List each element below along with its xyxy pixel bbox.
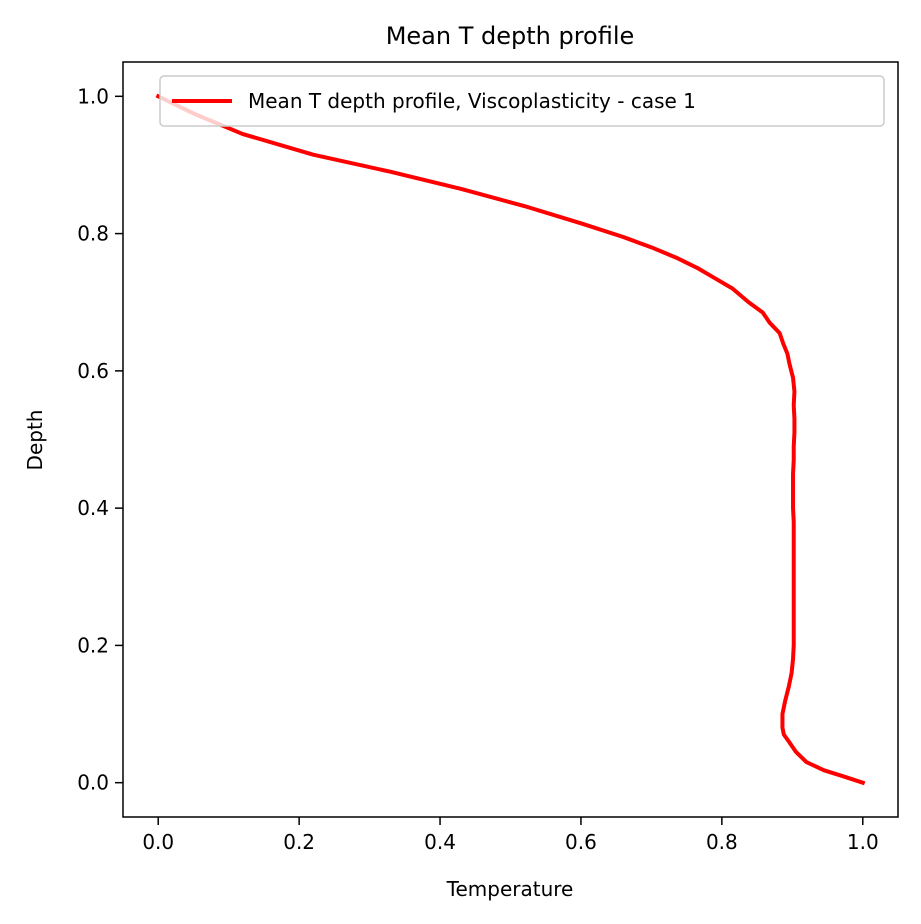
x-tick-label: 1.0 (847, 830, 879, 854)
y-axis-title: Depth (23, 410, 47, 471)
y-axis: 0.0 0.2 0.4 0.6 0.8 1.0 (77, 84, 123, 795)
y-tick-label: 0.0 (77, 771, 109, 795)
legend: Mean T depth profile, Viscoplasticity - … (159, 75, 885, 127)
chart-title: Mean T depth profile (386, 22, 635, 50)
y-tick-label: 0.8 (77, 222, 109, 246)
series-line-0 (155, 93, 866, 786)
x-tick-label: 0.0 (142, 830, 174, 854)
x-tick-label: 0.4 (424, 830, 456, 854)
plot-area (155, 93, 866, 786)
x-tick-label: 0.8 (706, 830, 738, 854)
x-tick-label: 0.2 (283, 830, 315, 854)
x-axis-title: Temperature (446, 877, 574, 901)
x-tick-label: 0.6 (565, 830, 597, 854)
y-tick-label: 1.0 (77, 84, 109, 108)
legend-box (159, 75, 885, 127)
x-axis: 0.0 0.2 0.4 0.6 0.8 1.0 (142, 817, 879, 854)
y-tick-label: 0.2 (77, 633, 109, 657)
y-tick-label: 0.6 (77, 359, 109, 383)
legend-entry-label: Mean T depth profile, Viscoplasticity - … (248, 89, 696, 113)
axes-frame (122, 61, 899, 818)
y-tick-label: 0.4 (77, 496, 109, 520)
